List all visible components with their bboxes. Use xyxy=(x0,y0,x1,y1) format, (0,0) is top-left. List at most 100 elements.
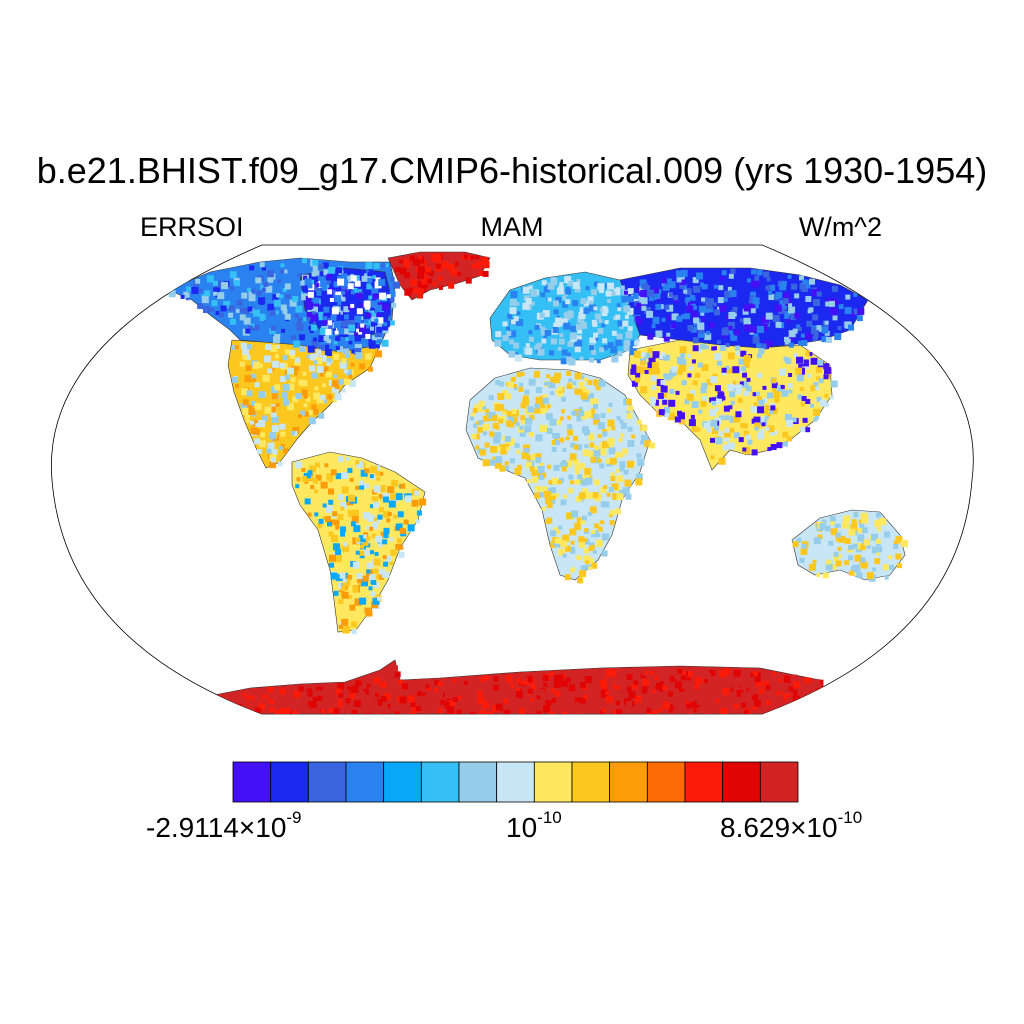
grid-cell xyxy=(186,286,192,292)
grid-cell xyxy=(633,350,641,358)
grid-cell xyxy=(774,397,780,403)
grid-cell xyxy=(584,548,590,554)
grid-cell xyxy=(558,338,565,345)
grid-cell xyxy=(303,394,308,399)
grid-cell xyxy=(664,373,672,381)
grid-cell xyxy=(808,352,813,357)
grid-cell xyxy=(368,686,376,694)
grid-cell xyxy=(559,416,564,421)
grid-cell xyxy=(278,445,283,450)
grid-cell xyxy=(584,676,592,684)
grid-cell xyxy=(301,467,306,472)
grid-cell xyxy=(295,698,300,703)
grid-cell xyxy=(700,297,705,302)
grid-cell xyxy=(481,701,489,709)
grid-cell xyxy=(530,289,538,297)
grid-cell xyxy=(550,688,555,693)
grid-cell xyxy=(603,485,608,490)
grid-cell xyxy=(378,507,384,513)
grid-cell xyxy=(513,383,518,388)
grid-cell xyxy=(671,313,679,321)
grid-cell xyxy=(363,549,370,556)
grid-cell xyxy=(350,303,355,308)
grid-cell xyxy=(528,285,533,290)
grid-cell xyxy=(359,484,365,490)
grid-cell xyxy=(636,318,643,325)
grid-cell xyxy=(616,475,624,483)
grid-cell xyxy=(335,346,340,351)
grid-cell xyxy=(732,380,737,385)
grid-cell xyxy=(764,320,771,327)
grid-cell xyxy=(315,690,323,698)
grid-cell xyxy=(535,387,542,394)
grid-cell xyxy=(284,707,291,714)
grid-cell xyxy=(333,374,338,379)
grid-cell xyxy=(591,289,598,296)
grid-cell xyxy=(341,388,346,393)
grid-cell xyxy=(558,548,566,556)
grid-cell xyxy=(537,465,545,473)
grid-cell xyxy=(378,485,386,493)
grid-cell xyxy=(708,682,716,690)
grid-cell xyxy=(786,419,794,427)
grid-cell xyxy=(372,293,379,300)
grid-cell xyxy=(208,278,213,283)
grid-cell xyxy=(812,299,820,307)
grid-cell xyxy=(588,450,596,458)
grid-cell xyxy=(770,690,775,695)
grid-cell xyxy=(259,262,265,268)
variable-label: ERRSOI xyxy=(140,212,244,242)
grid-cell xyxy=(252,309,260,317)
grid-cell xyxy=(303,411,309,417)
grid-cell xyxy=(509,298,517,306)
grid-cell xyxy=(542,394,548,400)
grid-cell xyxy=(698,305,706,313)
grid-cell xyxy=(580,478,588,486)
grid-cell xyxy=(713,284,718,289)
grid-cell xyxy=(481,256,489,264)
grid-cell xyxy=(525,343,530,348)
grid-cell xyxy=(360,579,368,587)
grid-cell xyxy=(815,415,820,420)
colorbar-box-12 xyxy=(684,761,724,803)
grid-cell xyxy=(323,335,329,341)
grid-cell xyxy=(307,512,312,517)
colorbar-box-10 xyxy=(609,761,648,803)
grid-cell xyxy=(621,295,629,303)
grid-cell xyxy=(662,393,667,398)
grid-cell xyxy=(703,422,710,429)
grid-cell xyxy=(553,464,560,471)
grid-cell xyxy=(351,349,356,354)
grid-cell xyxy=(355,485,360,490)
grid-cell xyxy=(812,314,819,321)
grid-cell xyxy=(340,526,347,533)
grid-cell xyxy=(343,542,348,547)
grid-cell xyxy=(622,320,629,327)
grid-cell xyxy=(554,537,561,544)
grid-cell xyxy=(866,544,871,549)
grid-cell xyxy=(812,335,818,341)
grid-cell xyxy=(779,299,784,304)
grid-cell xyxy=(258,363,263,368)
grid-cell xyxy=(580,298,587,305)
grid-cell xyxy=(270,367,275,372)
grid-cell xyxy=(337,494,344,501)
grid-cell xyxy=(319,372,324,377)
grid-cell xyxy=(710,376,718,384)
grid-cell xyxy=(605,290,612,297)
grid-cell xyxy=(639,302,644,307)
grid-cell xyxy=(355,352,363,360)
grid-cell xyxy=(343,578,351,586)
grid-cell xyxy=(583,694,588,699)
grid-cell xyxy=(469,416,474,421)
grid-cell xyxy=(615,287,620,292)
grid-cell xyxy=(545,699,552,706)
grid-cell xyxy=(382,493,390,501)
grid-cell xyxy=(242,407,250,415)
grid-cell xyxy=(847,324,854,331)
grid-cell xyxy=(312,408,319,415)
grid-cell xyxy=(900,540,908,548)
grid-cell xyxy=(318,344,325,351)
grid-cell xyxy=(581,426,589,434)
grid-cell xyxy=(824,320,829,325)
